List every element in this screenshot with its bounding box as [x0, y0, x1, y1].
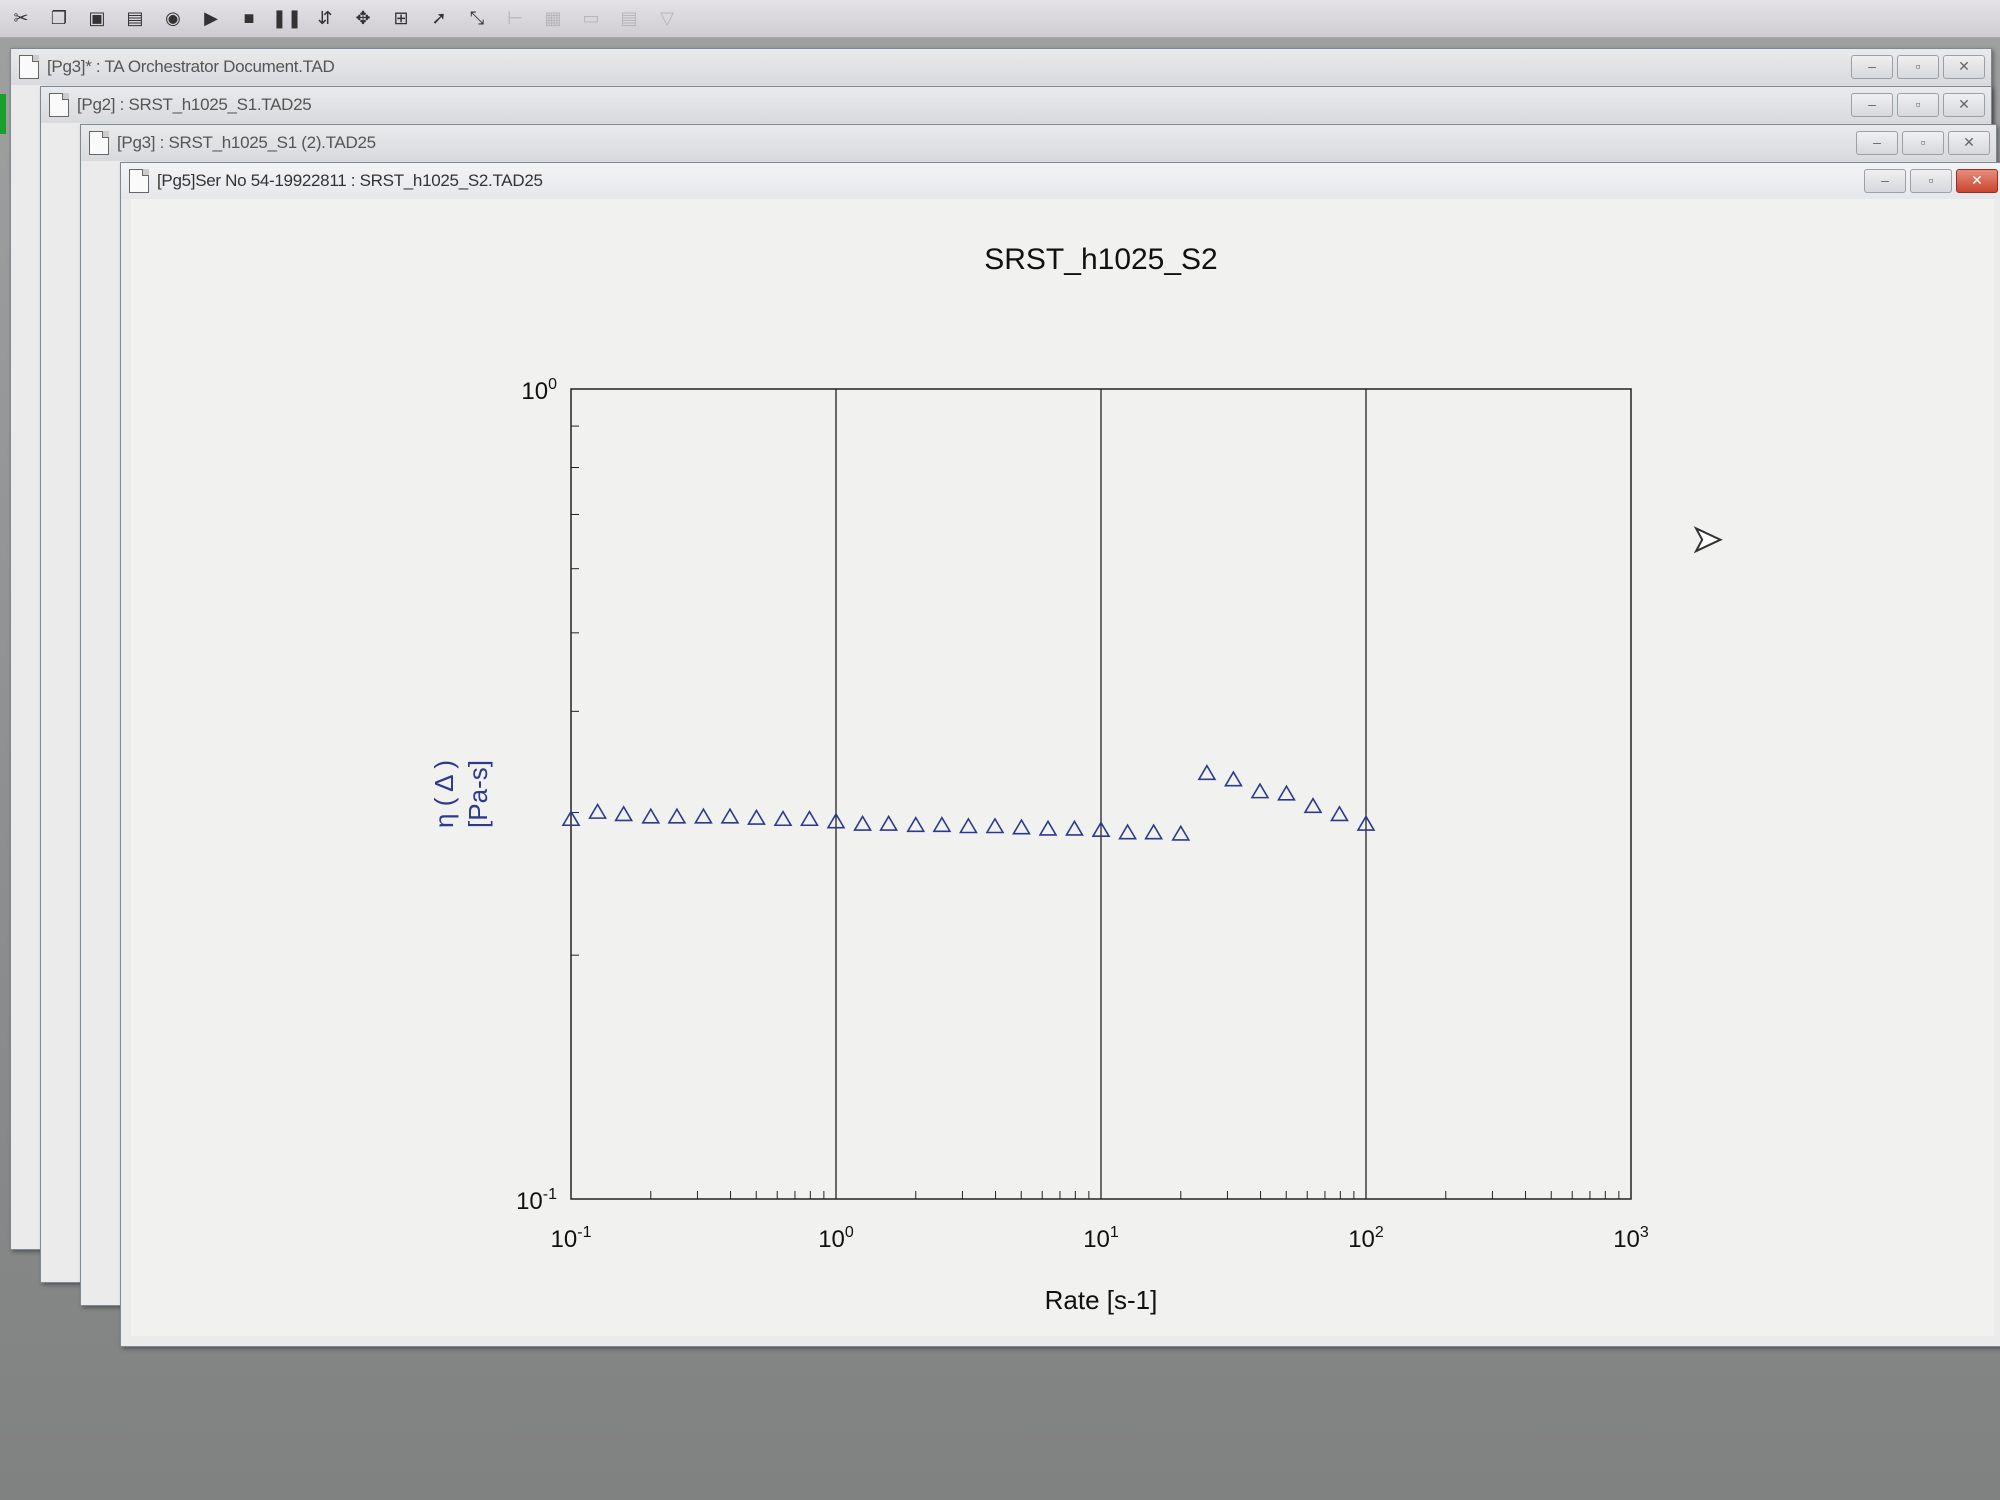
x-tick-label: 103: [1613, 1224, 1649, 1253]
run-icon[interactable]: ▶: [204, 8, 218, 28]
data-point: [1197, 764, 1217, 781]
minimize-button[interactable]: –: [1851, 93, 1893, 117]
maximize-button[interactable]: ▫: [1897, 93, 1939, 117]
scissors-icon[interactable]: ✂: [13, 8, 29, 28]
mdi-workspace: [Pg3]* : TA Orchestrator Document.TAD – …: [0, 38, 2000, 1500]
data-point: [1012, 818, 1031, 835]
x-tick-label: 10-1: [551, 1224, 592, 1253]
pause-icon[interactable]: ❚❚: [271, 8, 303, 28]
data-point: [641, 807, 661, 824]
filter-icon[interactable]: ▽: [660, 8, 674, 28]
copy-icon[interactable]: ❐: [50, 8, 68, 28]
window-title: [Pg3]* : TA Orchestrator Document.TAD: [47, 57, 335, 76]
data-point: [614, 805, 634, 822]
data-point: [588, 802, 607, 819]
plot-client-area: SRST_h1025_S2 10-1 100 101 102 103 10-1 100 Rate…: [131, 199, 1994, 1336]
close-button[interactable]: ✕: [1948, 131, 1990, 155]
data-point: [1250, 782, 1270, 799]
data-point: [1038, 819, 1058, 836]
y-axis-label-unit: [Pa-s]: [463, 760, 493, 828]
data-point: [1224, 770, 1243, 787]
window-titlebar[interactable]: [Pg3] : SRST_h1025_S1 (2).TAD25 – ▫ ✕: [81, 125, 1996, 161]
maximize-button[interactable]: ▫: [1897, 55, 1939, 79]
cursor-data-icon[interactable]: ⊢: [507, 8, 523, 28]
record-icon[interactable]: ◉: [165, 8, 181, 28]
chart-title: SRST_h1025_S2: [984, 243, 1218, 276]
window-titlebar[interactable]: [Pg2] : SRST_h1025_S1.TAD25 – ▫ ✕: [41, 87, 1991, 123]
minimize-button[interactable]: –: [1856, 131, 1898, 155]
x-axis-label: Rate [s-1]: [1045, 1285, 1158, 1315]
chart-icon[interactable]: ⊞: [393, 8, 409, 28]
step-icon[interactable]: ⇵: [317, 8, 333, 28]
y-tick-label: 10-1: [516, 1186, 557, 1215]
data-point: [773, 810, 793, 827]
window-title: [Pg3] : SRST_h1025_S1 (2).TAD25: [117, 133, 376, 152]
data-point: [694, 807, 713, 824]
data-point: [906, 816, 926, 833]
flow-curve-chart[interactable]: SRST_h1025_S2 10-1 100 101 102 103 10-1 100 Rate…: [131, 199, 1996, 1338]
x-tick-label: 102: [1348, 1224, 1384, 1253]
legend-icon[interactable]: ▭: [582, 8, 600, 28]
data-point: [1091, 820, 1111, 837]
document-icon: [129, 169, 149, 193]
maximize-button[interactable]: ▫: [1910, 169, 1952, 193]
window-title: [Pg5]Ser No 54-19922811 : SRST_h1025_S2.…: [157, 171, 543, 190]
data-point: [561, 810, 581, 827]
close-button[interactable]: ✕: [1956, 169, 1998, 193]
window-titlebar[interactable]: [Pg5]Ser No 54-19922811 : SRST_h1025_S2.…: [121, 163, 2000, 199]
tool-icon[interactable]: ✥: [355, 8, 371, 28]
data-point: [1277, 784, 1296, 801]
main-toolbar: ✂ ❐ ▣ ▤ ◉ ▶ ■ ❚❚ ⇵ ✥ ⊞ ➚ ⤡ ⊢ ▦ ▭ ▤ ▽: [0, 0, 2000, 38]
data-point: [826, 812, 846, 829]
data-point: [1171, 824, 1191, 841]
minimize-button[interactable]: –: [1851, 55, 1893, 79]
data-point: [667, 807, 687, 824]
maximize-button[interactable]: ▫: [1902, 131, 1944, 155]
y-axis-label-symbol: η ( Δ ): [429, 760, 459, 828]
data-point: [985, 817, 1005, 834]
data-point: [1356, 814, 1376, 831]
data-point: [853, 814, 872, 831]
data-point: [1303, 797, 1323, 814]
x-tick-label: 101: [1083, 1224, 1119, 1253]
data-point: [747, 808, 766, 825]
grid-icon[interactable]: ▦: [544, 8, 562, 28]
data-point: [932, 816, 952, 833]
data-point: [1330, 805, 1349, 822]
close-button[interactable]: ✕: [1943, 93, 1985, 117]
data-point: [720, 807, 740, 824]
stop-icon[interactable]: ■: [243, 8, 255, 28]
document-icon: [49, 93, 69, 117]
data-point: [959, 817, 978, 834]
window-titlebar[interactable]: [Pg3]* : TA Orchestrator Document.TAD – …: [11, 49, 1991, 85]
close-button[interactable]: ✕: [1943, 55, 1985, 79]
data-point: [1144, 823, 1164, 840]
minimize-button[interactable]: –: [1864, 169, 1906, 193]
print-icon[interactable]: ▤: [126, 8, 144, 28]
data-point: [879, 814, 899, 831]
document-window-pg5-active[interactable]: [Pg5]Ser No 54-19922811 : SRST_h1025_S2.…: [120, 162, 2000, 1347]
save-icon[interactable]: ▣: [88, 8, 106, 28]
data-point: [1118, 823, 1137, 840]
zoom-icon[interactable]: ⤡: [469, 8, 485, 28]
pointer-icon[interactable]: ➚: [431, 8, 447, 28]
x-tick-label: 100: [818, 1224, 854, 1253]
data-point: [1065, 819, 1084, 836]
document-icon: [19, 55, 39, 79]
window-title: [Pg2] : SRST_h1025_S1.TAD25: [77, 95, 312, 114]
y-tick-label: 100: [521, 376, 557, 405]
table-icon[interactable]: ▤: [620, 8, 638, 28]
status-indicator: [0, 94, 6, 134]
data-point: [800, 810, 819, 827]
document-icon: [89, 131, 109, 155]
mouse-pointer-icon: ➤: [1691, 517, 1723, 560]
